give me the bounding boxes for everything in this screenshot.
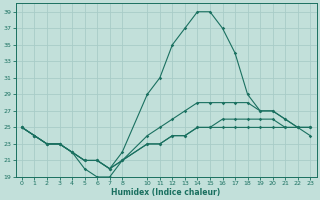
X-axis label: Humidex (Indice chaleur): Humidex (Indice chaleur) <box>111 188 221 197</box>
